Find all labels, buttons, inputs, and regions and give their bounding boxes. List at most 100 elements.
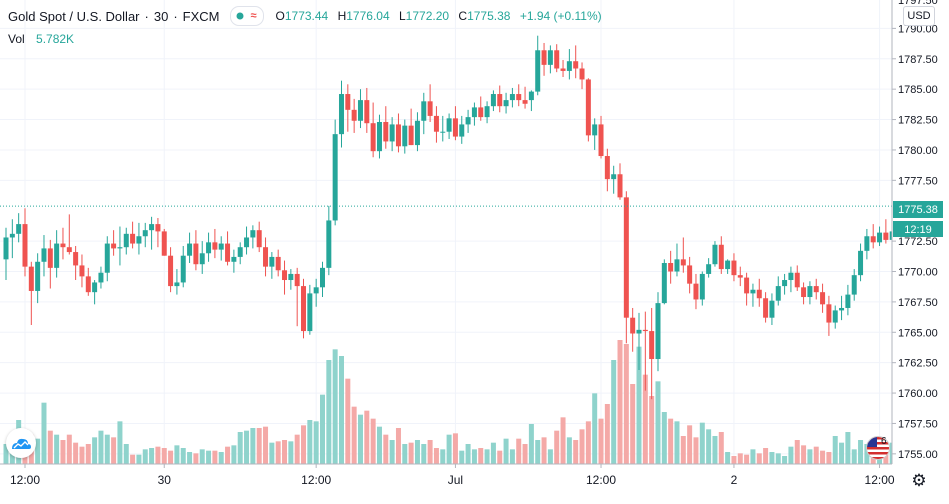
volume-bar (320, 394, 325, 464)
price-axis-label: 1755.00 (898, 449, 938, 461)
candle-body (699, 273, 705, 300)
candle-body (313, 287, 319, 294)
legend-status-pill[interactable]: ≈ (229, 6, 264, 26)
candle-body (471, 107, 477, 118)
candle-body (326, 220, 332, 268)
candle-body (623, 197, 629, 318)
candle-body (655, 303, 661, 360)
candle-body (541, 50, 547, 65)
candle-body (592, 124, 598, 136)
volume-bar (168, 450, 174, 464)
high-value: 1776.04 (346, 9, 390, 23)
volume-bar (92, 437, 98, 464)
volume-bar (522, 444, 528, 464)
candle-body (3, 237, 9, 260)
close-value: 1775.38 (467, 9, 511, 23)
tradingview-logo-icon[interactable] (6, 428, 36, 458)
volume-bar (826, 452, 832, 464)
candle-body (212, 242, 218, 250)
volume-bar (845, 432, 851, 464)
time-axis-label: Jul (448, 473, 463, 487)
currency-button[interactable]: USD (903, 6, 935, 26)
source-label[interactable]: FXCM (182, 8, 220, 24)
candle-body (744, 277, 750, 294)
time-axis-label: 12:00 (10, 473, 40, 487)
symbol-title[interactable]: Gold Spot / U.S. Dollar (8, 8, 140, 24)
candle-body (28, 266, 34, 291)
volume-bar (788, 446, 794, 464)
low-value: 1772.20 (405, 9, 450, 23)
volume-bar (161, 448, 167, 464)
candle-body (66, 247, 72, 253)
volume-bar (440, 449, 446, 464)
time-axis-panel[interactable] (0, 464, 949, 499)
volume-bar (332, 349, 338, 464)
interval-label[interactable]: 30 (153, 8, 169, 24)
volume-bar (218, 452, 224, 464)
volume-bar (155, 446, 161, 464)
time-axis-label: 12:00 (865, 473, 895, 487)
candle-body (332, 134, 338, 221)
symbol-legend[interactable]: Gold Spot / U.S. Dollar · 30 · FXCM ≈ O1… (8, 6, 608, 26)
market-status-icon[interactable] (233, 9, 247, 23)
candle-body (389, 124, 395, 142)
price-axis-label: 1765.00 (898, 327, 938, 339)
candle-body (807, 286, 813, 298)
candle-body (579, 68, 585, 80)
volume-bar (41, 402, 47, 464)
price-axis-label: 1762.50 (898, 358, 938, 370)
volume-bar (142, 449, 148, 464)
low-label: L (398, 9, 406, 23)
candle-body (832, 310, 838, 323)
candle-body (22, 224, 28, 267)
volume-bar (408, 442, 414, 464)
candle-body (237, 247, 243, 257)
candle-body (9, 233, 15, 238)
high-label: H (337, 9, 347, 23)
candle-body (731, 260, 737, 276)
countdown-badge (893, 221, 943, 237)
volume-bar (256, 428, 262, 464)
settings-gear-icon[interactable]: ⚙ (911, 471, 927, 490)
volume-bar (3, 444, 9, 464)
volume-bar (452, 433, 458, 464)
volume-bar (490, 442, 496, 464)
candle-body (617, 174, 623, 198)
volume-bar (376, 426, 382, 464)
candle-body (244, 237, 250, 248)
time-axis-label: 12:00 (301, 473, 331, 487)
volume-bar (516, 438, 522, 464)
candle-body (85, 276, 91, 293)
candle-body (503, 100, 509, 107)
candle-body (408, 125, 414, 146)
candle-body (104, 243, 110, 273)
price-axis-label: 1760.00 (898, 388, 938, 400)
volume-legend[interactable]: Vol 5.782K (8, 32, 74, 46)
last-price-badge (893, 201, 943, 218)
volume-bar (674, 421, 680, 464)
candle-body (136, 236, 142, 244)
volume-bar (547, 449, 553, 464)
volume-bar (769, 452, 775, 464)
data-delay-icon[interactable]: ≈ (250, 10, 257, 22)
volume-bar (459, 450, 465, 464)
candle-body (763, 298, 769, 318)
volume-bar (275, 441, 281, 464)
candle-body (560, 68, 566, 71)
volume-bar (250, 428, 256, 464)
candle-body (554, 50, 560, 69)
volume-bar (801, 445, 807, 464)
candle-body (364, 100, 370, 124)
volume-bar (604, 404, 610, 464)
candle-body (288, 273, 294, 281)
candle-body (35, 261, 41, 291)
volume-label[interactable]: Vol (8, 32, 25, 46)
volume-bar (630, 384, 636, 464)
volume-bar (104, 434, 110, 464)
volume-bar (668, 418, 674, 464)
candle-body (687, 265, 693, 284)
us-flag-icon[interactable] (866, 436, 890, 460)
volume-bar (839, 442, 845, 464)
